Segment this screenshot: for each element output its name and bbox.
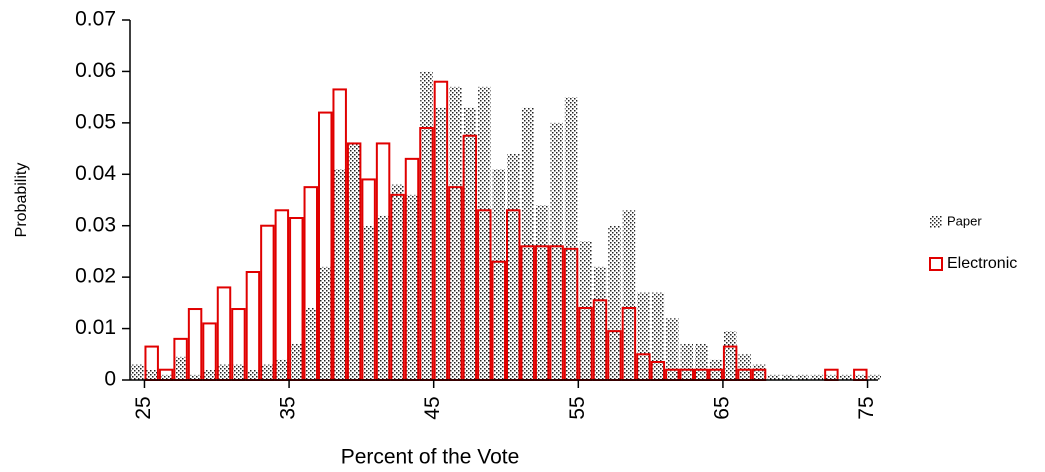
bar <box>781 374 795 380</box>
x-tick-label: 65 <box>710 396 733 419</box>
bar <box>434 107 448 380</box>
bar <box>579 241 592 380</box>
bar <box>187 308 203 381</box>
y-tick-label: 0.03 <box>75 213 116 236</box>
bar <box>839 374 853 380</box>
bar <box>810 374 824 380</box>
legend-swatch <box>930 216 942 228</box>
bar <box>535 205 549 380</box>
bar <box>405 194 419 380</box>
y-tick-label: 0.06 <box>75 59 116 82</box>
legend-label: Electronic <box>947 255 1017 272</box>
bar <box>868 374 881 380</box>
bar <box>492 169 505 380</box>
bar <box>261 364 274 380</box>
bar <box>622 210 636 380</box>
bar <box>723 331 737 380</box>
y-tick-label: 0.04 <box>75 162 116 185</box>
bar <box>752 364 766 380</box>
y-axis-label: Probability <box>13 163 30 238</box>
bar <box>796 374 809 380</box>
bar <box>391 184 404 380</box>
bar <box>245 271 261 381</box>
bar <box>145 369 158 380</box>
bar <box>131 364 144 380</box>
bar <box>275 359 289 380</box>
bar <box>680 344 693 380</box>
bar <box>637 292 650 380</box>
bar <box>290 344 303 380</box>
bar <box>376 215 390 380</box>
bar <box>217 364 231 380</box>
y-tick-label: 0.07 <box>75 8 116 31</box>
bar <box>274 209 290 381</box>
x-tick-label: 55 <box>566 396 589 419</box>
x-axis-label: Percent of the Vote <box>341 446 520 469</box>
x-tick-label: 35 <box>277 396 300 419</box>
bar <box>695 344 708 380</box>
bar <box>521 107 534 380</box>
bar <box>232 364 245 380</box>
bar <box>463 107 477 380</box>
x-tick-label: 25 <box>132 396 155 419</box>
bar <box>767 374 780 380</box>
bar <box>550 122 563 380</box>
y-tick-label: 0.02 <box>75 265 116 288</box>
bar <box>593 266 607 380</box>
bar <box>651 292 665 380</box>
y-tick-label: 0.05 <box>75 110 116 133</box>
bar <box>159 374 173 380</box>
bar <box>825 374 838 380</box>
bar <box>507 153 520 380</box>
bar <box>666 318 679 380</box>
bar <box>738 354 751 380</box>
bar <box>854 374 867 380</box>
y-tick-label: 0 <box>104 368 116 391</box>
legend-swatch <box>929 257 943 271</box>
bar <box>478 86 491 380</box>
bar <box>319 266 332 380</box>
bar <box>347 143 361 380</box>
legend-label: Paper <box>947 213 982 228</box>
bar <box>608 225 621 380</box>
bar <box>246 369 260 380</box>
bar <box>449 86 462 380</box>
y-tick-label: 0.01 <box>75 316 116 339</box>
bar <box>420 71 433 380</box>
bar <box>260 224 275 381</box>
x-tick-label: 45 <box>421 396 444 419</box>
bar <box>362 225 375 380</box>
bar <box>174 356 187 380</box>
bar <box>188 374 202 380</box>
bar <box>333 169 346 380</box>
bar <box>203 369 216 380</box>
x-tick-label: 75 <box>855 396 878 419</box>
bar <box>564 97 578 381</box>
bar <box>304 308 317 380</box>
